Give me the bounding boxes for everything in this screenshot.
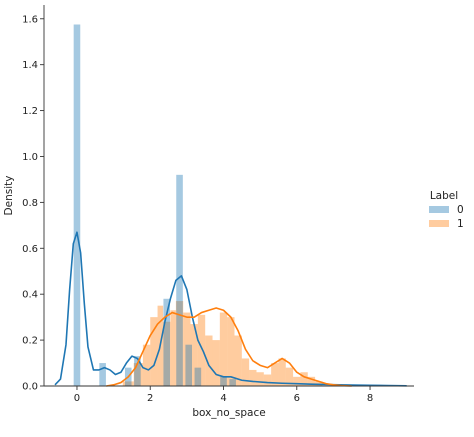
hist-bar-label-1-23	[293, 376, 301, 386]
y-tick-label-6: 1.2	[22, 106, 38, 117]
x-tick-label-0: 0	[74, 393, 80, 404]
hist-bar-label-1-10	[197, 314, 206, 386]
hist-bar-label-0-3	[134, 356, 141, 386]
hist-bar-label-1-18	[256, 372, 264, 386]
x-axis-label: box_no_space	[192, 407, 265, 419]
x-tick-label-2: 4	[220, 393, 226, 404]
hist-bar-label-1-5	[163, 321, 171, 386]
hist-bar-label-1-17	[249, 369, 257, 386]
hist-bar-label-0-5	[176, 174, 183, 386]
hist-bar-label-1-1	[133, 363, 143, 386]
y-tick-label-3: 0.6	[22, 244, 38, 255]
legend-swatch-0	[429, 206, 449, 213]
legend-label-0: 0	[457, 204, 464, 216]
hist-bar-label-0-0	[73, 24, 81, 386]
hist-bar-label-1-12	[212, 340, 220, 386]
x-tick-label-1: 2	[147, 393, 153, 404]
hist-bar-label-1-7	[175, 301, 184, 386]
x-tick-label-4: 8	[367, 393, 373, 404]
hist-bar-label-1-6	[170, 310, 176, 386]
y-tick-label-0: 0.0	[22, 382, 38, 393]
legend-swatch-1	[429, 220, 449, 227]
hist-bar-label-1-25	[307, 376, 316, 386]
plot-axes: 0 2 4 6 8 0.0 0.2 0.4 0.6 0.8 1.0 1.2 1.4 1.6	[22, 5, 414, 404]
hist-bar-label-1-19	[263, 374, 272, 386]
y-tick-label-4: 0.8	[22, 198, 38, 209]
hist-bar-label-1-21	[278, 358, 286, 386]
hist-bar-label-0-8	[220, 376, 227, 386]
legend-title: Label	[430, 190, 458, 202]
hist-bar-label-0-9	[229, 379, 236, 386]
hist-bar-label-1-16	[241, 358, 250, 386]
y-tick-label-2: 0.4	[22, 290, 38, 301]
y-axis-label: Density	[3, 176, 15, 216]
x-tick-label-3: 6	[294, 393, 300, 404]
hist-bar-label-1-3	[150, 317, 158, 386]
kde-line-label-1	[106, 307, 352, 387]
y-tick-label-8: 1.6	[22, 14, 38, 25]
hist-bar-label-1-0	[122, 381, 134, 386]
hist-bar-label-1-9	[190, 324, 198, 386]
kde-curves	[54, 231, 407, 387]
y-tick-label-5: 1.0	[22, 152, 38, 163]
hist-bar-label-0-4	[163, 298, 171, 386]
hist-bar-label-1-22	[285, 367, 294, 386]
legend: Label 0 1	[429, 190, 464, 230]
hist-bar-label-1-15	[234, 335, 242, 386]
hist-bar-label-1-20	[271, 363, 279, 386]
hist-bar-label-1-24	[300, 372, 308, 386]
y-tick-label-1: 0.2	[22, 336, 38, 347]
hist-bar-label-0-7	[194, 367, 202, 386]
hist-bar-label-0-1	[99, 363, 106, 386]
histogram-bars	[73, 24, 323, 386]
hist-bar-label-1-13	[219, 312, 228, 386]
hist-bar-label-1-11	[205, 335, 213, 386]
hist-bar-label-0-6	[185, 344, 192, 386]
hist-bar-label-1-14	[227, 317, 235, 386]
hist-bar-label-1-8	[183, 312, 191, 386]
hist-bar-label-1-2	[142, 344, 151, 386]
kde-line-label-0	[54, 231, 407, 387]
y-tick-label-7: 1.4	[22, 60, 38, 71]
legend-label-1: 1	[457, 218, 464, 230]
